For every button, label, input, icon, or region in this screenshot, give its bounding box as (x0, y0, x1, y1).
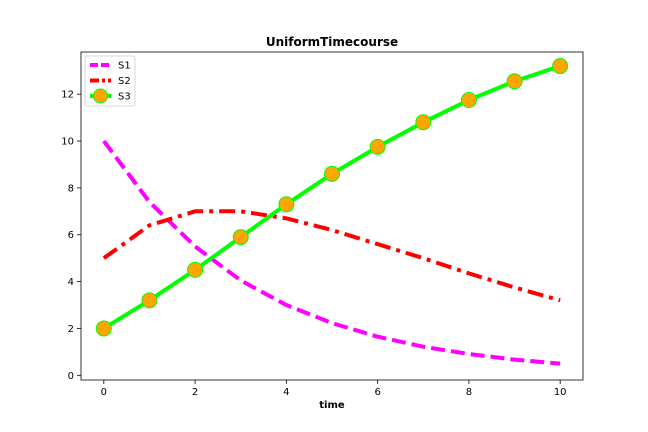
data-point-S3-6 (369, 138, 386, 155)
x-axis-label: time (319, 400, 345, 411)
data-point-S3-0 (95, 320, 112, 337)
data-point-S3-5 (324, 165, 340, 182)
plot-frame (80, 51, 584, 381)
legend: S1 S2 S3 (84, 55, 136, 107)
legend-label-S2: S2 (118, 76, 131, 87)
data-point-S3-8 (460, 92, 477, 109)
data-point-S3-7 (415, 114, 432, 131)
x-tick-label: 8 (466, 387, 472, 398)
data-point-S3-3 (232, 229, 249, 246)
y-tick-label: 2 (68, 324, 74, 335)
data-point-S3-9 (506, 73, 523, 90)
y-tick-label: 4 (68, 277, 74, 288)
series-line-S1 (102, 139, 561, 366)
data-point-S3-2 (187, 261, 204, 278)
y-tick-label: 0 (68, 371, 74, 382)
legend-label-S3: S3 (118, 92, 131, 103)
data-point-S3-1 (141, 292, 158, 309)
legend-marker-S3 (93, 88, 108, 104)
data-point-S3-4 (278, 196, 295, 213)
x-tick-label: 4 (283, 387, 289, 398)
chart-title: UniformTimecourse (266, 35, 398, 49)
y-tick-label: 12 (61, 90, 74, 101)
series-line-S2 (102, 209, 561, 303)
y-tick-label: 8 (68, 183, 74, 194)
axes-layer: 0 2 4 6 8 10 0 2 4 6 8 10 12 (61, 51, 584, 398)
x-tick-label: 2 (192, 387, 198, 398)
x-tick-label: 6 (374, 387, 380, 398)
x-tick-label: 10 (554, 387, 567, 398)
legend-label-S1: S1 (118, 61, 131, 72)
data-point-S3-10 (552, 58, 569, 75)
y-tick-label: 10 (61, 137, 74, 148)
x-tick-label: 0 (101, 387, 107, 398)
y-tick-label: 6 (68, 230, 74, 241)
series-layer (95, 58, 569, 366)
